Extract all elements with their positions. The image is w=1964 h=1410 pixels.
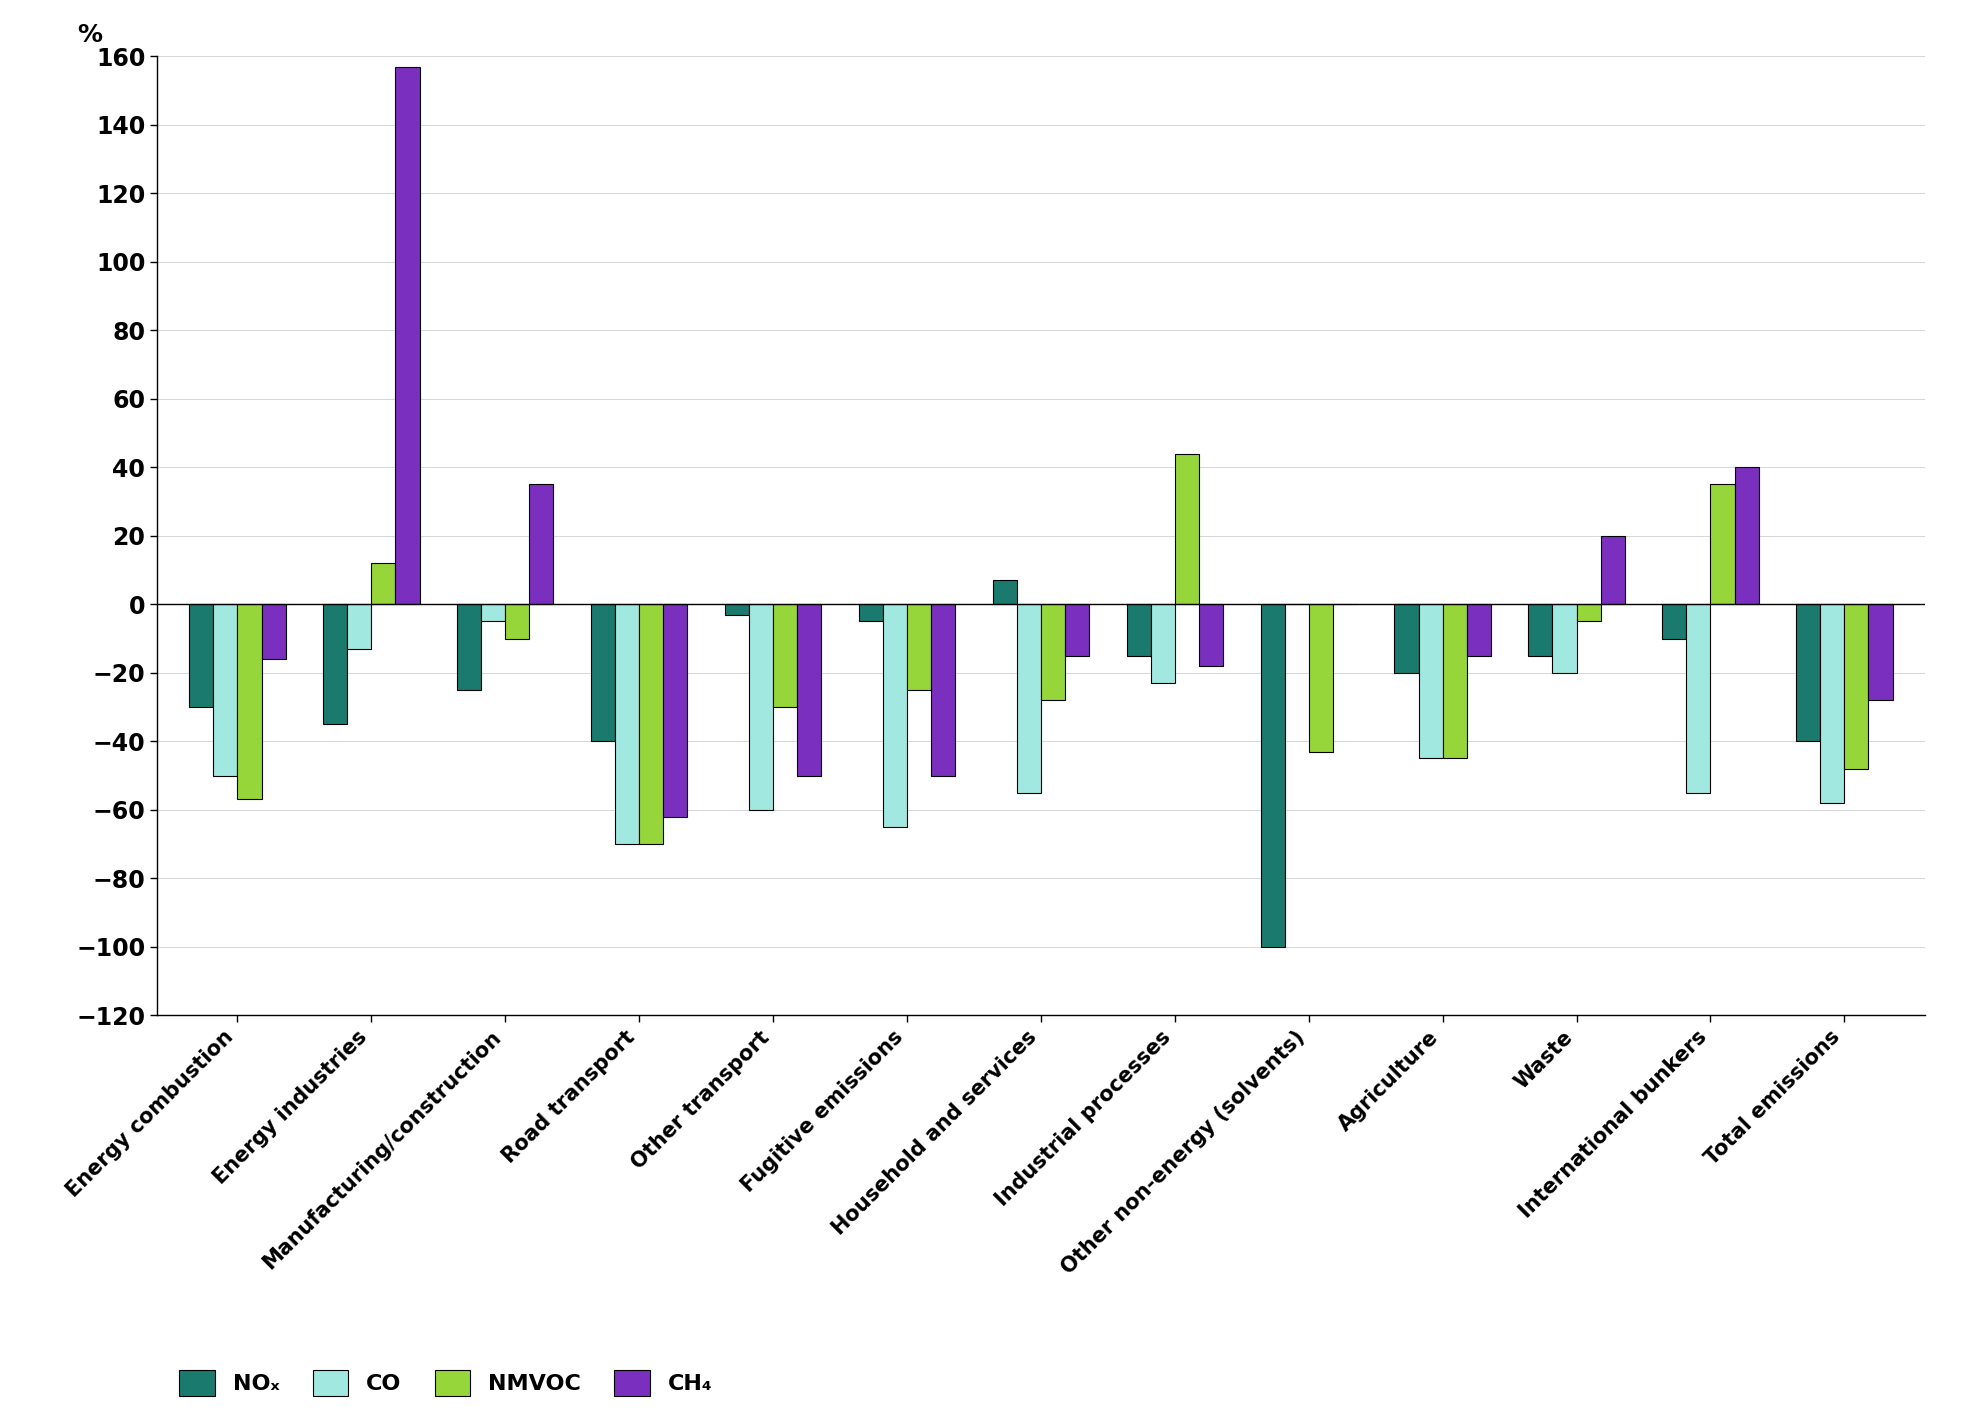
Bar — [931, 605, 955, 776]
Bar — [1308, 605, 1334, 752]
Bar — [1711, 485, 1734, 605]
Bar — [1394, 605, 1418, 673]
Bar — [530, 485, 554, 605]
Bar — [591, 605, 615, 742]
Bar — [1127, 605, 1151, 656]
Bar — [664, 605, 687, 816]
Bar — [1797, 605, 1821, 742]
Bar — [725, 605, 748, 615]
Bar — [324, 605, 348, 725]
Bar — [797, 605, 821, 776]
Bar — [1151, 605, 1174, 682]
Bar — [1662, 605, 1687, 639]
Bar — [858, 605, 884, 622]
Bar — [261, 605, 285, 658]
Bar — [481, 605, 505, 622]
Bar — [1174, 454, 1198, 605]
Bar — [505, 605, 530, 639]
Bar — [638, 605, 664, 845]
Bar — [1418, 605, 1444, 759]
Bar — [1687, 605, 1711, 792]
Bar — [371, 563, 395, 605]
Bar — [1017, 605, 1041, 792]
Bar — [1844, 605, 1868, 768]
Bar — [1041, 605, 1064, 701]
Bar — [884, 605, 907, 826]
Legend: NOₓ, CO, NMVOC, CH₄: NOₓ, CO, NMVOC, CH₄ — [169, 1359, 723, 1407]
Bar — [907, 605, 931, 689]
Bar — [189, 605, 214, 706]
Text: %: % — [79, 23, 102, 47]
Bar — [214, 605, 238, 776]
Bar — [774, 605, 797, 706]
Bar — [1577, 605, 1601, 622]
Bar — [1528, 605, 1552, 656]
Bar — [348, 605, 371, 649]
Bar — [1552, 605, 1577, 673]
Bar — [1467, 605, 1491, 656]
Bar — [1198, 605, 1224, 666]
Bar — [992, 581, 1017, 605]
Bar — [615, 605, 638, 845]
Bar — [1064, 605, 1090, 656]
Bar — [1261, 605, 1284, 946]
Bar — [1734, 467, 1758, 605]
Bar — [1444, 605, 1467, 759]
Bar — [458, 605, 481, 689]
Bar — [748, 605, 774, 809]
Bar — [1601, 536, 1624, 605]
Bar — [1868, 605, 1893, 701]
Bar — [1821, 605, 1844, 802]
Bar — [395, 66, 420, 605]
Bar — [238, 605, 261, 799]
